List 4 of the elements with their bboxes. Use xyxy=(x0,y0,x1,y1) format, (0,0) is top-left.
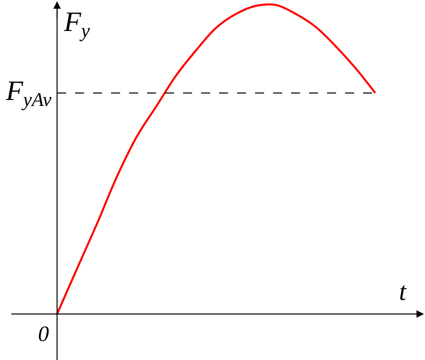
text: 0 xyxy=(38,321,49,346)
y-axis-title: F$_{y}$ xyxy=(63,7,90,42)
ref-line-label: F$_{yAv}$ xyxy=(5,76,52,111)
x-axis-title: t xyxy=(399,277,407,306)
